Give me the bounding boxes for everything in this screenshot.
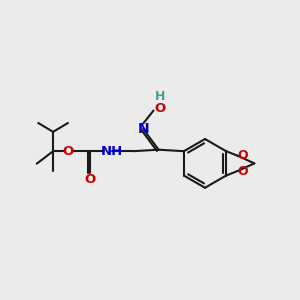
Text: O: O	[84, 172, 95, 186]
Text: O: O	[237, 149, 248, 162]
Text: O: O	[237, 165, 248, 178]
Text: N: N	[137, 122, 149, 136]
Text: O: O	[62, 145, 74, 158]
Text: O: O	[154, 102, 166, 115]
Text: H: H	[155, 90, 165, 103]
Text: NH: NH	[101, 145, 123, 158]
